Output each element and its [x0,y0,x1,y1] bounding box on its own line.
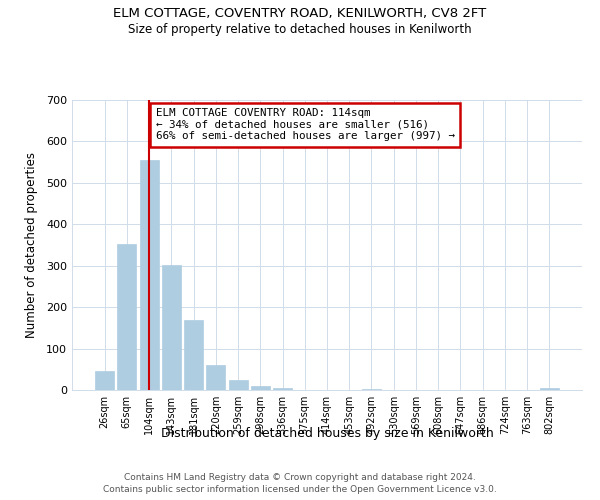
Text: ELM COTTAGE, COVENTRY ROAD, KENILWORTH, CV8 2FT: ELM COTTAGE, COVENTRY ROAD, KENILWORTH, … [113,8,487,20]
Bar [362,389,381,390]
Bar [95,370,114,390]
Text: Distribution of detached houses by size in Kenilworth: Distribution of detached houses by size … [161,428,493,440]
Text: Contains HM Land Registry data © Crown copyright and database right 2024.: Contains HM Land Registry data © Crown c… [124,472,476,482]
Text: Contains public sector information licensed under the Open Government Licence v3: Contains public sector information licen… [103,485,497,494]
Bar [229,380,248,390]
Bar [273,388,292,390]
Text: ELM COTTAGE COVENTRY ROAD: 114sqm
← 34% of detached houses are smaller (516)
66%: ELM COTTAGE COVENTRY ROAD: 114sqm ← 34% … [156,108,455,142]
Bar [540,388,559,390]
Bar [140,160,158,390]
Text: Size of property relative to detached houses in Kenilworth: Size of property relative to detached ho… [128,22,472,36]
Bar [184,320,203,390]
Y-axis label: Number of detached properties: Number of detached properties [25,152,38,338]
Bar [118,244,136,390]
Bar [162,265,181,390]
Bar [251,386,270,390]
Bar [206,365,225,390]
